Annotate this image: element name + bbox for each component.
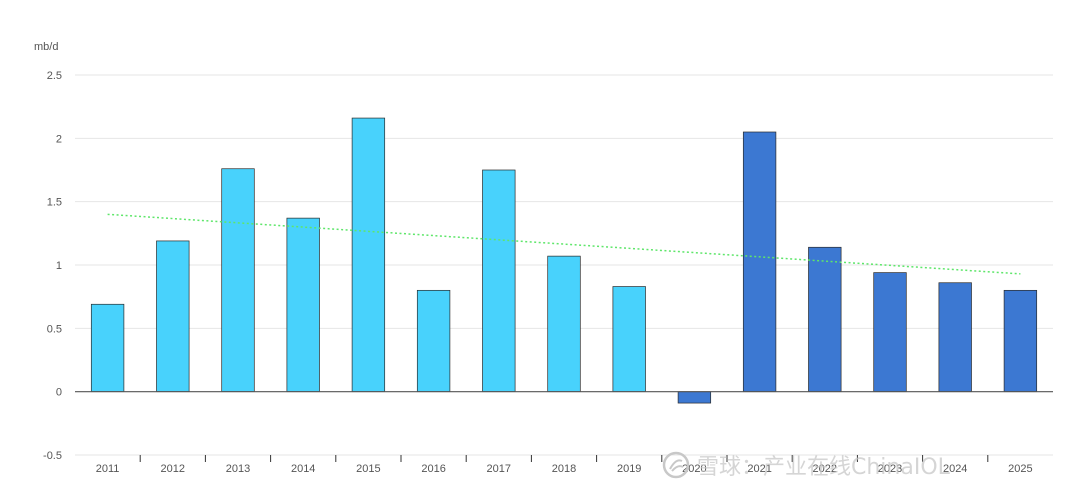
y-tick-label: 0 xyxy=(56,387,62,399)
bar-2012 xyxy=(156,240,190,393)
x-tick-label: 2014 xyxy=(291,463,315,475)
trendline-group xyxy=(107,213,1021,275)
bar-2014 xyxy=(286,217,320,393)
x-tick-label: 2024 xyxy=(943,463,967,475)
x-tick-label: 2011 xyxy=(96,463,120,475)
x-tick-label: 2022 xyxy=(813,463,837,475)
axes: 2.5 2 1.5 1 0.5 0 -0.5 2011 2012 2013 2014 2015 2016… xyxy=(43,70,1053,475)
bar-2025 xyxy=(1003,289,1038,393)
bar-2018 xyxy=(547,255,581,393)
bar-2022 xyxy=(808,246,842,393)
y-tick-label: 0.5 xyxy=(47,323,62,335)
snowball-logo-icon xyxy=(662,451,690,479)
bar-2019 xyxy=(612,286,646,393)
bar-2017 xyxy=(482,169,516,393)
x-tick-label: 2021 xyxy=(747,463,771,475)
bar-2021 xyxy=(742,131,777,393)
y-tick-label: 2.5 xyxy=(47,70,62,82)
x-tick-label: 2013 xyxy=(226,463,250,475)
bar-2011 xyxy=(90,303,125,393)
y-tick-label: -0.5 xyxy=(43,450,62,462)
y-tick-label: 2 xyxy=(56,133,62,145)
bar-2015 xyxy=(351,117,386,393)
bar-2023 xyxy=(873,272,907,393)
trendline xyxy=(107,213,1021,275)
x-tick-label: 2017 xyxy=(487,463,511,475)
x-tick-label: 2018 xyxy=(552,463,576,475)
x-tick-label: 2023 xyxy=(878,463,902,475)
bar-2024 xyxy=(938,282,972,393)
y-axis-unit-label: mb/d xyxy=(34,41,58,53)
watermark-text: 雪球：产业在线ChinaIOL xyxy=(697,455,951,480)
y-tick-label: 1.5 xyxy=(47,197,62,209)
y-tick-label: 1 xyxy=(56,260,62,272)
x-tick-label: 2025 xyxy=(1008,463,1032,475)
x-tick-label: 2019 xyxy=(617,463,641,475)
bar-2013 xyxy=(221,168,255,393)
x-tick-label: 2015 xyxy=(356,463,380,475)
bar-2020 xyxy=(677,391,712,404)
bars xyxy=(90,117,1038,404)
bar-2016 xyxy=(416,289,451,393)
watermark: 雪球：产业在线ChinaIOL xyxy=(662,451,951,480)
x-tick-label: 2016 xyxy=(421,463,445,475)
x-tick-label: 2012 xyxy=(161,463,185,475)
